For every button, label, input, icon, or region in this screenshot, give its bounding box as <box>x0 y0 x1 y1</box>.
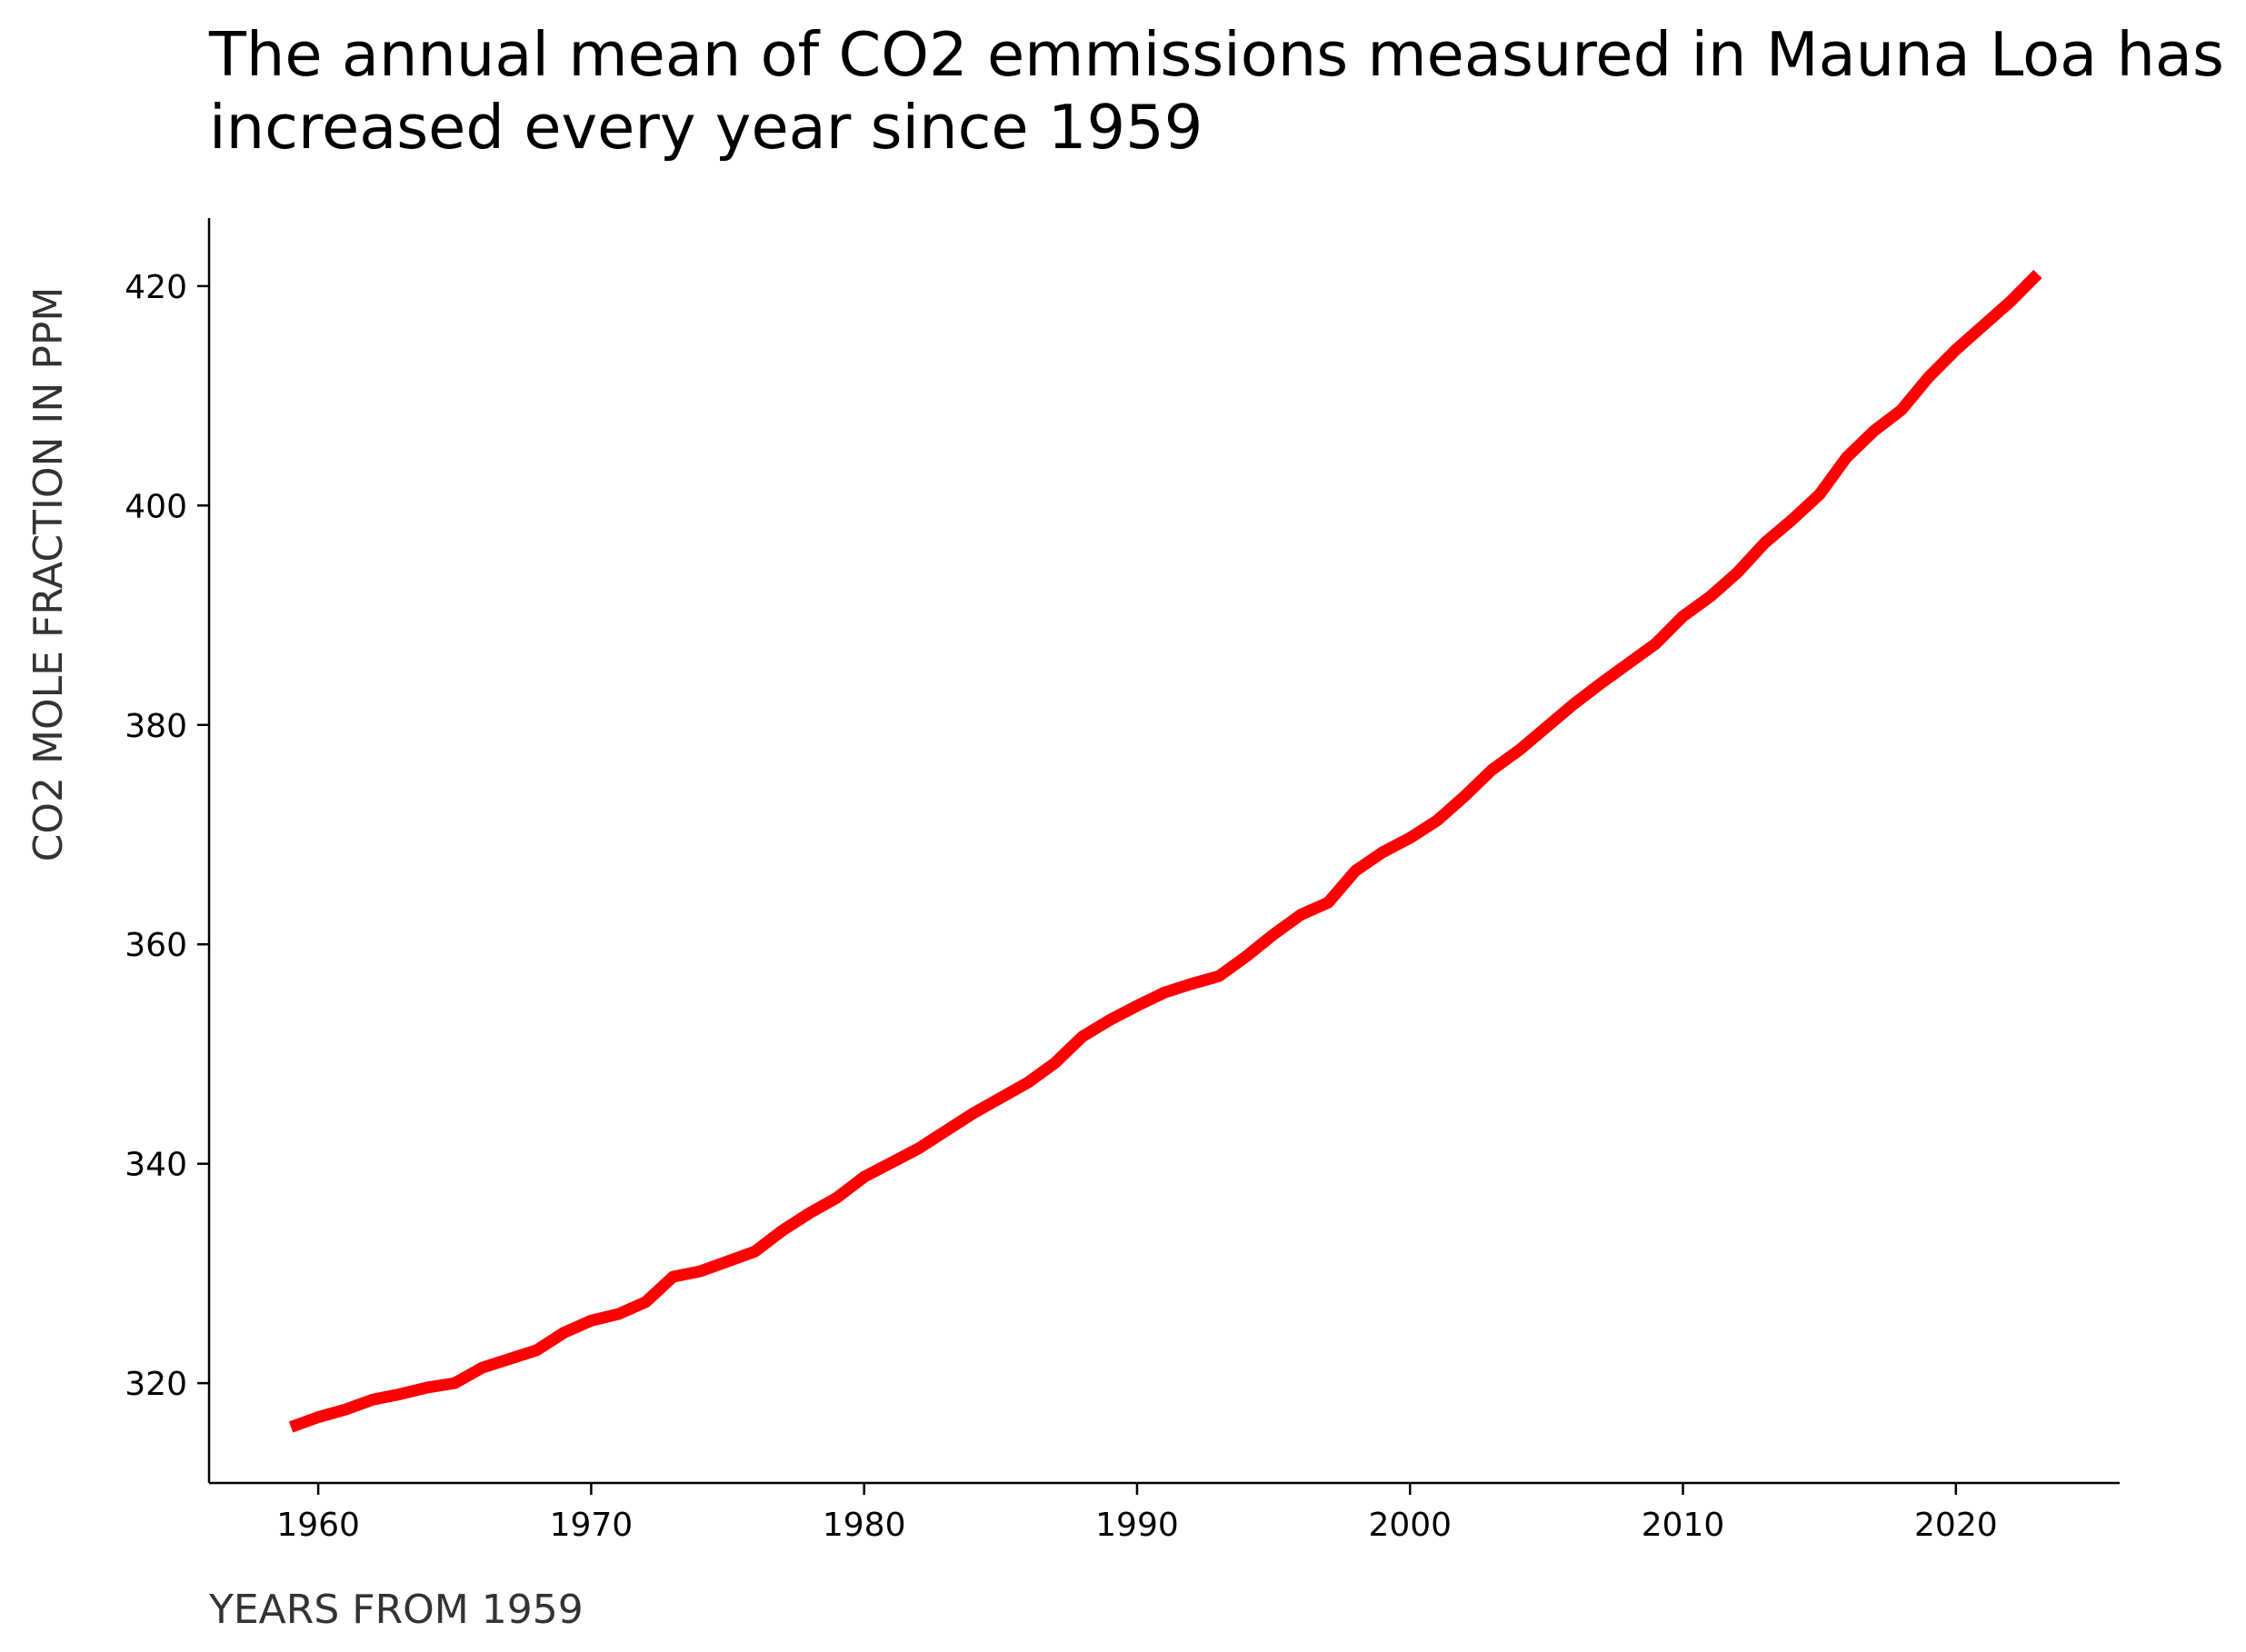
x-tick-label: 1970 <box>550 1507 634 1544</box>
y-tick-label: 420 <box>125 269 187 306</box>
x-tick-label: 2000 <box>1368 1507 1452 1544</box>
y-tick-label: 380 <box>125 708 187 745</box>
x-tick-label: 1990 <box>1095 1507 1179 1544</box>
y-tick-label: 340 <box>125 1147 187 1184</box>
y-tick-label: 400 <box>125 488 187 525</box>
y-axis-ticks: 320 340 360 380 400 420 <box>125 269 209 1403</box>
y-axis-label: CO2 MOLE FRACTION IN PPM <box>25 287 72 862</box>
x-tick-label: 2020 <box>1914 1507 1998 1544</box>
x-tick-label: 1980 <box>823 1507 906 1544</box>
x-axis-label: YEARS FROM 1959 <box>208 1587 584 1633</box>
series-line <box>288 269 2042 1433</box>
x-tick-label: 1960 <box>276 1507 360 1544</box>
x-tick-label: 2010 <box>1642 1507 1725 1544</box>
y-tick-label: 360 <box>125 927 187 964</box>
y-tick-label: 320 <box>125 1366 187 1403</box>
chart-title: The annual mean of CO2 emmissions measur… <box>209 19 2224 163</box>
series-group <box>288 269 2042 1433</box>
x-axis-ticks: 1960 1970 1980 1990 2000 2010 2020 <box>276 1483 1998 1544</box>
